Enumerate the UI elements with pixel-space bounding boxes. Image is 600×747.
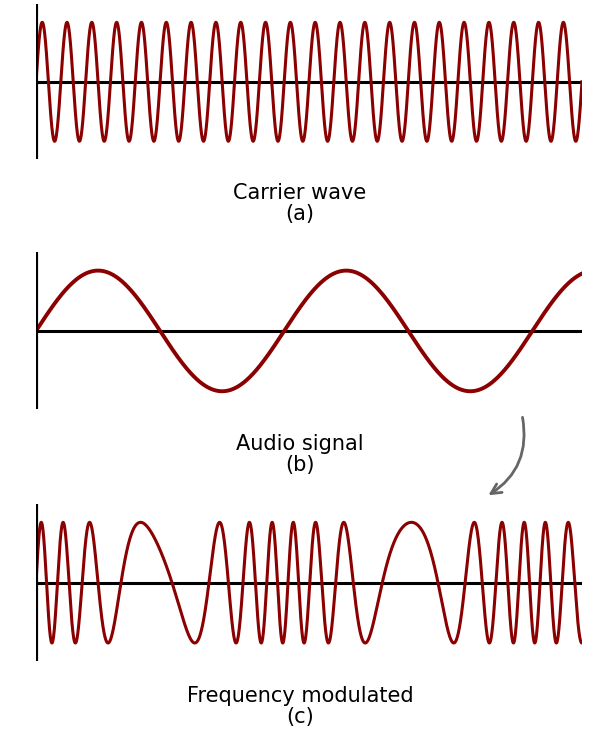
Text: Audio signal: Audio signal (236, 435, 364, 454)
Text: (a): (a) (286, 204, 314, 223)
Text: (b): (b) (285, 455, 315, 474)
Text: Carrier wave: Carrier wave (233, 183, 367, 202)
Text: Frequency modulated: Frequency modulated (187, 686, 413, 706)
Text: (c): (c) (286, 707, 314, 727)
